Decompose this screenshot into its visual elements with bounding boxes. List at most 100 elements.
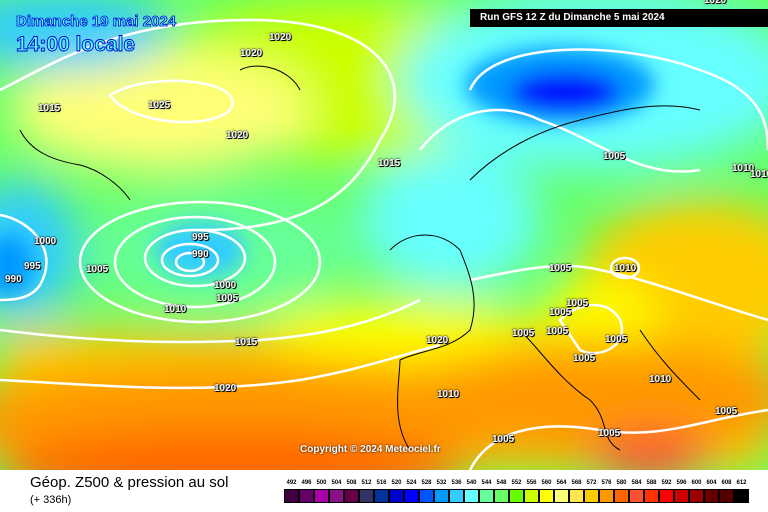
isobar-label: 990 [5, 274, 22, 285]
isobar-label: 1020 [214, 383, 237, 394]
isobar-label: 1010 [437, 389, 460, 400]
legend-tick: 532 [436, 480, 447, 486]
coastlines [19, 65, 701, 451]
legend-swatch [493, 489, 509, 503]
isobar-label: 1005 [546, 326, 569, 337]
legend-entry: 524 [403, 480, 419, 503]
legend-entry: 552 [508, 480, 524, 503]
legend-tick: 500 [316, 480, 327, 486]
isobar-label: 995 [24, 261, 41, 272]
legend-tick: 492 [286, 480, 297, 486]
legend-swatch [688, 489, 704, 503]
legend-entry: 504 [328, 480, 344, 503]
legend-entry: 492 [283, 480, 299, 503]
legend-swatch [538, 489, 554, 503]
legend-entry: 548 [493, 480, 509, 503]
isobar-label: 995 [192, 232, 209, 243]
legend-entry: 532 [433, 480, 449, 503]
isobar-label: 1005 [512, 328, 535, 339]
legend-tick: 512 [361, 480, 372, 486]
isobar-label: 1005 [549, 307, 572, 318]
legend-tick: 584 [631, 480, 642, 486]
legend-swatch [733, 489, 749, 503]
legend-tick: 576 [601, 480, 612, 486]
isobar-label: 1020 [704, 0, 727, 6]
legend-tick: 520 [391, 480, 402, 486]
legend-swatch [553, 489, 569, 503]
legend-entry: 536 [448, 480, 464, 503]
legend-tick: 536 [451, 480, 462, 486]
legend-entry: 516 [373, 480, 389, 503]
isobar-label: 1015 [235, 337, 258, 348]
legend-swatch [403, 489, 419, 503]
legend-entry: 544 [478, 480, 494, 503]
footer: Géop. Z500 & pression au sol (+ 336h) 49… [0, 470, 768, 512]
legend-entry: 584 [628, 480, 644, 503]
legend-tick: 604 [706, 480, 717, 486]
legend-entry: 500 [313, 480, 329, 503]
forecast-time: 14:00 locale [16, 33, 136, 57]
legend-entry: 520 [388, 480, 404, 503]
isobar-label: 1000 [34, 236, 57, 247]
legend-tick: 504 [331, 480, 342, 486]
legend-tick: 524 [406, 480, 417, 486]
legend-tick: 548 [496, 480, 507, 486]
legend-entry: 560 [538, 480, 554, 503]
legend-entry: 580 [613, 480, 629, 503]
isobar-label: 1000 [214, 280, 237, 291]
legend-entry: 600 [688, 480, 704, 503]
isobar-label: 1005 [573, 353, 596, 364]
legend-tick: 496 [301, 480, 312, 486]
legend-tick: 516 [376, 480, 387, 486]
legend-entry: 576 [598, 480, 614, 503]
legend-swatch [718, 489, 734, 503]
isobar-label: 1010 [732, 163, 755, 174]
isobar-label: 1005 [86, 264, 109, 275]
legend-entry: 604 [703, 480, 719, 503]
legend-swatch [643, 489, 659, 503]
legend-entry: 608 [718, 480, 734, 503]
legend-tick: 508 [346, 480, 357, 486]
isobar-label: 1020 [426, 335, 449, 346]
isobar-label: 1015 [38, 103, 61, 114]
legend-entry: 596 [673, 480, 689, 503]
forecast-date: Dimanche 19 mai 2024 [16, 13, 177, 31]
legend-tick: 596 [676, 480, 687, 486]
legend-swatch [328, 489, 344, 503]
isobar-label: 1015 [378, 158, 401, 169]
legend-tick: 540 [466, 480, 477, 486]
legend-tick: 600 [691, 480, 702, 486]
legend-tick: 556 [526, 480, 537, 486]
legend-swatch [388, 489, 404, 503]
legend-entry: 564 [553, 480, 569, 503]
legend-tick: 612 [736, 480, 747, 486]
legend-entry: 556 [523, 480, 539, 503]
legend-swatch [673, 489, 689, 503]
map-title: Géop. Z500 & pression au sol [30, 474, 229, 491]
isobar-label: 1010 [164, 304, 187, 315]
isobar-label: 1010 [614, 263, 637, 274]
isobar-label: 1005 [216, 293, 239, 304]
legend-swatch [583, 489, 599, 503]
legend-tick: 560 [541, 480, 552, 486]
legend-swatch [343, 489, 359, 503]
isobar-label: 1005 [492, 434, 515, 445]
legend-swatch [418, 489, 434, 503]
legend-entry: 540 [463, 480, 479, 503]
legend-tick: 528 [421, 480, 432, 486]
legend-swatch [613, 489, 629, 503]
weather-map: Dimanche 19 mai 2024 14:00 locale Run GF… [0, 0, 768, 470]
legend-swatch [448, 489, 464, 503]
legend-entry: 568 [568, 480, 584, 503]
legend-swatch [598, 489, 614, 503]
isobar-label: 1020 [240, 48, 263, 59]
legend-swatch [283, 489, 299, 503]
legend-entry: 592 [658, 480, 674, 503]
legend-tick: 588 [646, 480, 657, 486]
legend-tick: 592 [661, 480, 672, 486]
legend-entry: 572 [583, 480, 599, 503]
legend-entry: 496 [298, 480, 314, 503]
isobar-label: 1020 [226, 130, 249, 141]
legend-swatch [478, 489, 494, 503]
legend-swatch [358, 489, 374, 503]
